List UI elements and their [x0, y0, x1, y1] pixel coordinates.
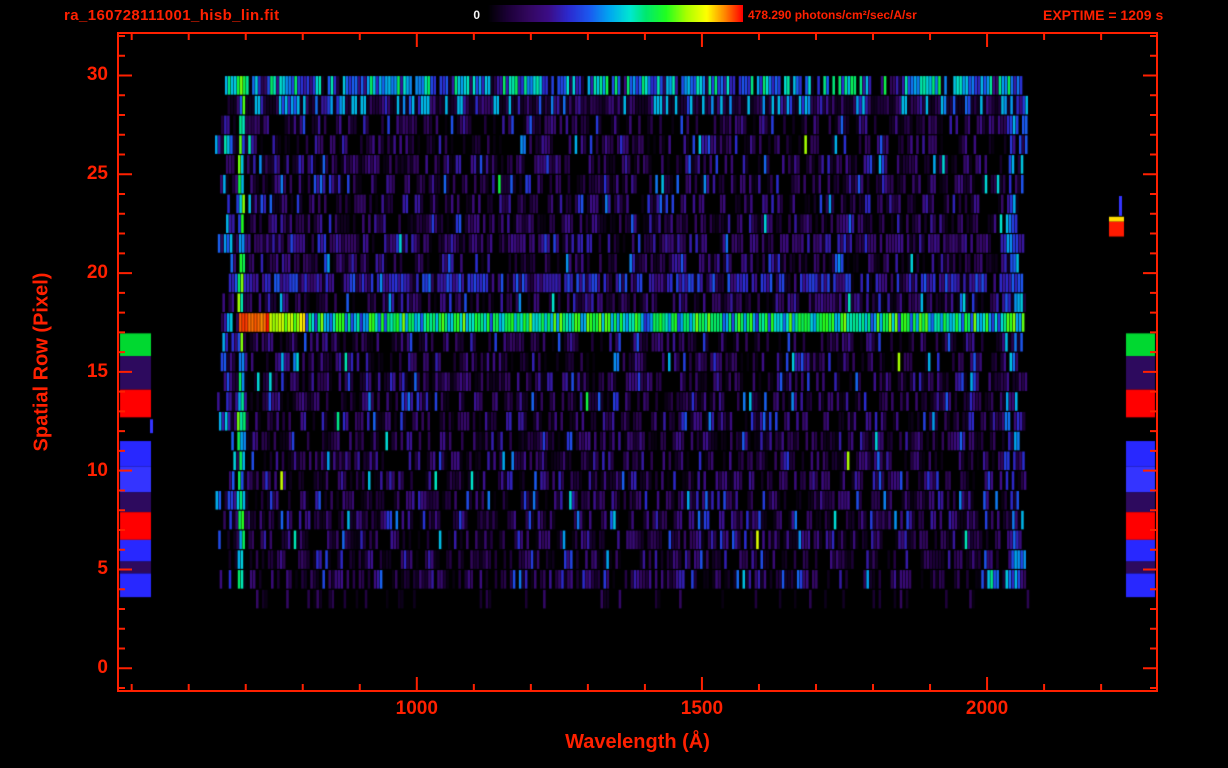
x-axis-title: Wavelength (Å): [565, 731, 710, 753]
spectral-heatmap-canvas: [118, 33, 1157, 691]
colorbar-max-label: 478.290 photons/cm²/sec/A/sr: [748, 8, 917, 22]
y-tick-label: 10: [86, 459, 108, 481]
exptime-label: EXPTIME = 1209 s: [1043, 7, 1164, 23]
y-tick-label: 5: [97, 558, 108, 580]
y-axis-title: Spatial Row (Pixel): [30, 272, 53, 452]
colorbar-gradient: [487, 5, 743, 22]
y-tick-label: 20: [86, 262, 108, 284]
y-tick-label: 25: [86, 163, 108, 185]
y-tick-label: 0: [97, 657, 108, 679]
x-tick-label: 1500: [680, 698, 724, 719]
colorbar-min-label: 0: [473, 8, 480, 22]
filename-label: ra_160728111001_hisb_lin.fit: [64, 7, 280, 24]
x-tick-label: 2000: [965, 698, 1009, 719]
y-tick-label: 30: [86, 64, 108, 86]
y-tick-label: 15: [86, 360, 108, 382]
x-tick-label: 1000: [395, 698, 438, 719]
